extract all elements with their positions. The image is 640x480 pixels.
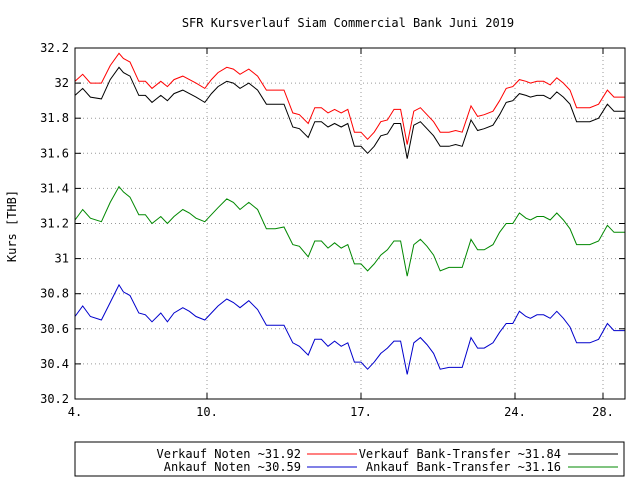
ticks: 30.2 30.4 30.6 30.8 31 31.2 31.4 31.6 31.8 32 32.2… (40, 41, 625, 419)
x-tick-label: 10. (196, 405, 218, 419)
series-line-2 (74, 66, 625, 159)
y-tick-label: 30.6 (40, 322, 69, 336)
x-tick-label: 28. (592, 405, 614, 419)
x-tick-label: 4. (68, 405, 82, 419)
y-tick-label: 31.2 (40, 217, 69, 231)
y-tick-label: 31.4 (40, 181, 69, 195)
series-line-4 (74, 185, 625, 277)
y-tick-label: 30.8 (40, 287, 69, 301)
y-tick-label: 30.4 (40, 357, 69, 371)
grid (75, 48, 625, 399)
legend-label-2: Verkauf Bank-Transfer ~31.84 (359, 447, 561, 461)
x-tick-label: 17. (350, 405, 372, 419)
legend-label-1: Verkauf Noten ~31.92 (157, 447, 302, 461)
y-tick-label: 32.2 (40, 41, 69, 55)
y-tick-label: 31.6 (40, 146, 69, 160)
x-tick-label: 24. (504, 405, 526, 419)
plot-frame (74, 47, 626, 400)
y-tick-label: 32 (55, 76, 69, 90)
y-tick-label: 31 (55, 252, 69, 266)
series-line-3 (74, 283, 625, 375)
legend: Verkauf Noten ~31.92 Verkauf Bank-Transfe… (157, 447, 618, 474)
y-tick-label: 31.8 (40, 111, 69, 125)
y-tick-label: 30.2 (40, 392, 69, 406)
legend-label-4: Ankauf Bank-Transfer ~31.16 (366, 460, 561, 474)
legend-box (74, 441, 625, 477)
legend-label-3: Ankauf Noten ~30.59 (164, 460, 301, 474)
series-group (74, 52, 625, 375)
chart-title: SFR Kursverlauf Siam Commercial Bank Jun… (182, 16, 514, 30)
series-line-1 (74, 52, 625, 145)
y-axis-label: Kurs [THB] (5, 190, 19, 262)
